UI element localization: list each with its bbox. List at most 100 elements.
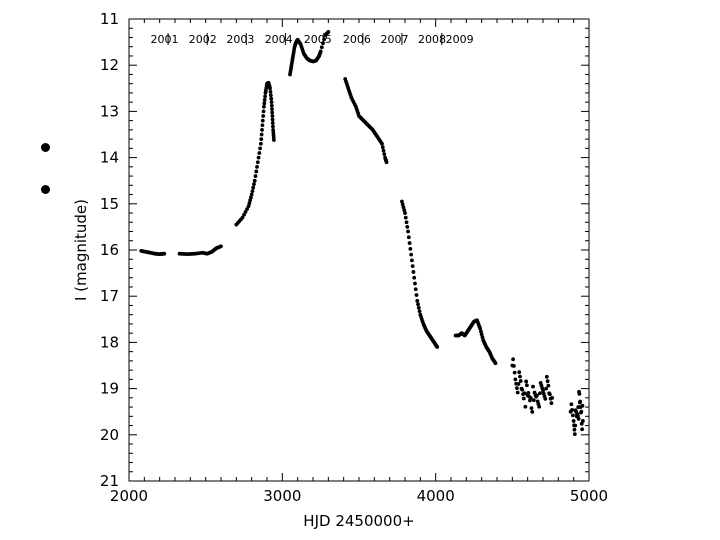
data-point — [380, 145, 385, 150]
bullet-point-1 — [41, 143, 50, 152]
data-point — [400, 202, 405, 207]
data-point — [245, 207, 249, 211]
data-point — [493, 361, 498, 366]
data-point — [573, 423, 578, 428]
data-point — [270, 110, 275, 115]
data-point — [254, 169, 259, 174]
data-point — [572, 432, 577, 437]
data-point — [384, 160, 389, 165]
data-point — [580, 427, 584, 432]
y-tick-label: 20 — [100, 426, 119, 444]
data-point — [382, 152, 387, 157]
y-tick-label: 15 — [100, 195, 119, 213]
data-point — [321, 41, 325, 46]
x-axis-label: HJD 2450000+ — [303, 512, 414, 530]
data-point — [380, 141, 384, 146]
year-label: 2008 — [418, 33, 446, 46]
data-point — [322, 37, 327, 42]
data-point — [511, 364, 516, 368]
y-tick-label: 13 — [100, 102, 119, 120]
data-point — [515, 390, 520, 395]
data-point — [409, 252, 414, 257]
data-point — [544, 374, 549, 379]
data-point — [270, 117, 275, 122]
data-point — [411, 270, 416, 274]
data-point — [521, 396, 526, 401]
x-tick-label: 4000 — [417, 487, 455, 505]
y-tick-label: 18 — [100, 333, 119, 351]
data-point — [246, 204, 251, 209]
data-point — [261, 109, 266, 114]
data-point — [413, 287, 418, 292]
year-label: 2009 — [446, 33, 474, 46]
data-point — [549, 401, 554, 406]
y-tick-label: 21 — [100, 472, 119, 490]
x-tick-label: 5000 — [570, 487, 608, 505]
data-point — [261, 114, 266, 118]
data-point — [525, 383, 529, 388]
data-point — [406, 229, 410, 234]
data-points — [139, 30, 585, 437]
data-point — [531, 384, 535, 389]
year-label: 2001 — [150, 33, 178, 46]
data-point — [250, 189, 255, 193]
data-point — [548, 392, 552, 397]
year-label: 2004 — [265, 33, 293, 46]
data-point — [415, 298, 420, 303]
data-point — [479, 332, 484, 337]
x-tick-label: 3000 — [263, 487, 301, 505]
data-point — [272, 138, 276, 142]
data-point — [538, 391, 542, 396]
data-point — [401, 205, 406, 210]
year-label: 2003 — [226, 33, 254, 46]
data-point — [271, 124, 275, 129]
data-point — [414, 293, 419, 297]
data-point — [403, 211, 407, 215]
data-point — [529, 406, 534, 411]
data-point — [580, 419, 585, 423]
y-axis-ticks: 11 12 13 14 15 16 17 18 19 20 21 — [100, 10, 589, 490]
data-point — [260, 127, 264, 132]
data-point — [242, 212, 246, 217]
data-point — [479, 329, 483, 334]
data-point — [511, 357, 515, 362]
data-point — [531, 398, 536, 403]
data-point — [260, 118, 265, 123]
data-point — [575, 413, 580, 418]
data-point — [412, 275, 417, 280]
data-point — [518, 374, 522, 379]
data-point — [520, 387, 525, 392]
data-point — [416, 302, 420, 307]
data-point — [260, 123, 265, 128]
data-point — [537, 404, 542, 409]
data-point — [480, 335, 485, 340]
data-point — [512, 370, 517, 375]
data-point — [530, 410, 535, 414]
year-strip: 2001 2002 2003 2004 2005 2006 2007 2008 2009 — [150, 33, 474, 46]
data-point — [268, 93, 273, 98]
data-point — [258, 146, 262, 151]
data-point — [259, 137, 264, 142]
data-point — [270, 107, 274, 111]
data-point — [269, 96, 274, 101]
data-point — [576, 416, 581, 421]
data-point — [569, 402, 574, 407]
data-point — [240, 215, 245, 220]
data-point — [571, 419, 576, 423]
data-point — [253, 174, 258, 178]
data-point — [522, 391, 527, 396]
data-point — [570, 407, 575, 412]
y-tick-label: 11 — [100, 10, 119, 28]
y-tick-label: 17 — [100, 287, 119, 305]
data-point — [268, 86, 272, 91]
data-point — [517, 370, 522, 375]
x-tick-label: 2000 — [110, 487, 148, 505]
data-point — [255, 160, 260, 165]
data-point — [550, 395, 555, 400]
y-tick-label: 12 — [100, 56, 119, 74]
data-point — [515, 386, 519, 391]
data-point — [249, 195, 253, 200]
data-point — [407, 241, 412, 245]
data-point — [400, 199, 404, 204]
